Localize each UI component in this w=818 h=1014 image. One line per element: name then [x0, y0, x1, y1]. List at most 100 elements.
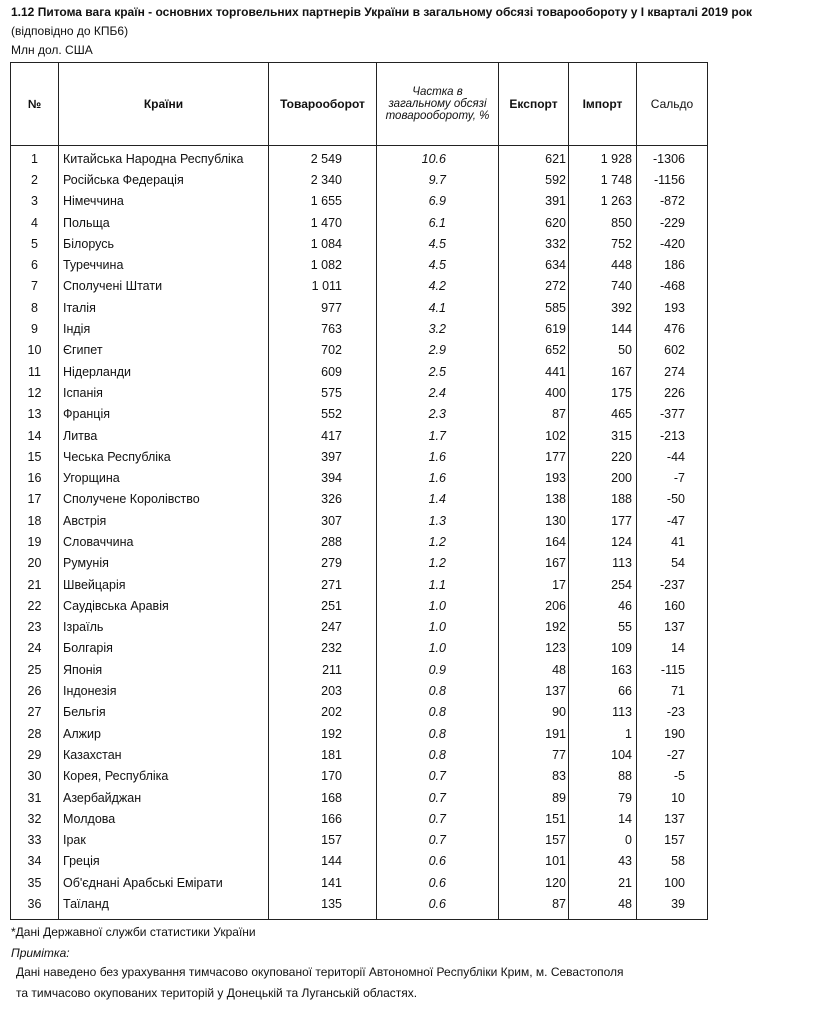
table-cell: 10: [10, 339, 59, 361]
table-cell: 190: [636, 723, 708, 745]
column-header: Експорт: [498, 62, 569, 146]
table-cell: 138: [498, 488, 569, 511]
table-cell: 48: [568, 893, 637, 920]
table-cell: 4.5: [376, 254, 499, 276]
table-cell: 2.5: [376, 360, 499, 383]
table-cell: 11: [10, 360, 59, 383]
table-cell: 46: [568, 595, 637, 617]
table-cell: -50: [636, 488, 708, 511]
table-cell: 20: [10, 552, 59, 574]
table-cell: 109: [568, 637, 637, 660]
table-cell: 634: [498, 254, 569, 276]
table-cell: -872: [636, 190, 708, 212]
table-cell: 181: [268, 744, 377, 766]
table-cell: 6: [10, 254, 59, 276]
table-cell: 41: [636, 531, 708, 553]
table-cell: 31: [10, 786, 59, 809]
table-cell: 1: [10, 145, 59, 170]
table-cell: 1.1: [376, 573, 499, 596]
table-row: 5 Білорусь 1 084 4.5 332 752 -420: [10, 233, 708, 255]
table-row: 27 Бельгія 202 0.8 90 113 -23: [10, 701, 708, 724]
table-row: 16 Угорщина 394 1.6 193 200 -7: [10, 467, 708, 489]
table-cell: 90: [498, 701, 569, 724]
table-cell: 144: [568, 318, 637, 340]
table-cell: 0.6: [376, 893, 499, 920]
table-cell: 192: [268, 723, 377, 745]
table-cell: 36: [10, 893, 59, 920]
table-cell: 50: [568, 339, 637, 361]
table-cell: Саудівська Аравія: [58, 595, 269, 617]
table-cell: 22: [10, 595, 59, 617]
table-cell: 620: [498, 211, 569, 234]
table-cell: Об'єднані Арабські Емірати: [58, 872, 269, 894]
table-cell: Індонезія: [58, 680, 269, 702]
source-note: *Дані Державної служби статистики Україн…: [11, 925, 256, 939]
table-cell: 168: [268, 786, 377, 809]
table-cell: 29: [10, 744, 59, 766]
data-table: № Країни Товарооборот Частка в загальному о…: [10, 62, 708, 920]
table-cell: 188: [568, 488, 637, 511]
table-cell: 1 470: [268, 211, 377, 234]
table-row: 24 Болгарія 232 1.0 123 109 14: [10, 637, 708, 660]
table-cell: 113: [568, 552, 637, 574]
column-header: Країни: [58, 62, 269, 146]
table-cell: 392: [568, 297, 637, 319]
table-cell: 157: [636, 829, 708, 851]
table-cell: 6.1: [376, 211, 499, 234]
table-cell: 274: [636, 360, 708, 383]
table-body: 1 Китайська Народна Республіка 2 549 10.6 62…: [10, 145, 708, 920]
table-cell: Словаччина: [58, 531, 269, 553]
table-cell: 1 084: [268, 233, 377, 255]
table-cell: 850: [568, 211, 637, 234]
table-cell: 10: [636, 786, 708, 809]
table-cell: 0.7: [376, 765, 499, 787]
table-cell: 621: [498, 145, 569, 170]
table-cell: 1 655: [268, 190, 377, 212]
table-cell: -44: [636, 446, 708, 468]
table-cell: 232: [268, 637, 377, 660]
table-cell: 1.6: [376, 446, 499, 468]
table-cell: 54: [636, 552, 708, 574]
table-cell: 254: [568, 573, 637, 596]
table-cell: 10.6: [376, 145, 499, 170]
table-cell: 203: [268, 680, 377, 702]
table-cell: -5: [636, 765, 708, 787]
table-cell: 87: [498, 893, 569, 920]
table-cell: 186: [636, 254, 708, 276]
column-header: Частка в загальному обсязі товарообороту…: [376, 62, 499, 146]
table-cell: Туреччина: [58, 254, 269, 276]
table-cell: 23: [10, 616, 59, 638]
table-cell: 163: [568, 659, 637, 681]
table-cell: 0.8: [376, 723, 499, 745]
table-cell: 1.0: [376, 595, 499, 617]
table-cell: Болгарія: [58, 637, 269, 660]
table-row: 1 Китайська Народна Республіка 2 549 10.6 62…: [10, 145, 708, 170]
column-header: Імпорт: [568, 62, 637, 146]
column-header: Сальдо: [636, 62, 708, 146]
table-cell: 2: [10, 169, 59, 191]
table-cell: 16: [10, 467, 59, 489]
table-cell: 0.6: [376, 872, 499, 894]
table-cell: 0.6: [376, 850, 499, 873]
table-cell: 33: [10, 829, 59, 851]
table-cell: 14: [10, 424, 59, 447]
table-cell: Корея, Республіка: [58, 765, 269, 787]
table-row: 25 Японія 211 0.9 48 163 -115: [10, 659, 708, 681]
table-row: 11 Нідерланди 609 2.5 441 167 274: [10, 360, 708, 383]
table-cell: 100: [636, 872, 708, 894]
table-cell: -27: [636, 744, 708, 766]
table-cell: Нідерланди: [58, 360, 269, 383]
table-cell: 14: [568, 808, 637, 830]
table-cell: -115: [636, 659, 708, 681]
table-cell: 619: [498, 318, 569, 340]
table-cell: 397: [268, 446, 377, 468]
table-cell: 71: [636, 680, 708, 702]
table-cell: 0.7: [376, 808, 499, 830]
table-cell: 58: [636, 850, 708, 873]
table-cell: 193: [498, 467, 569, 489]
table-cell: 26: [10, 680, 59, 702]
table-cell: 13: [10, 403, 59, 425]
table-cell: 21: [10, 573, 59, 596]
table-cell: 151: [498, 808, 569, 830]
table-cell: 135: [268, 893, 377, 920]
